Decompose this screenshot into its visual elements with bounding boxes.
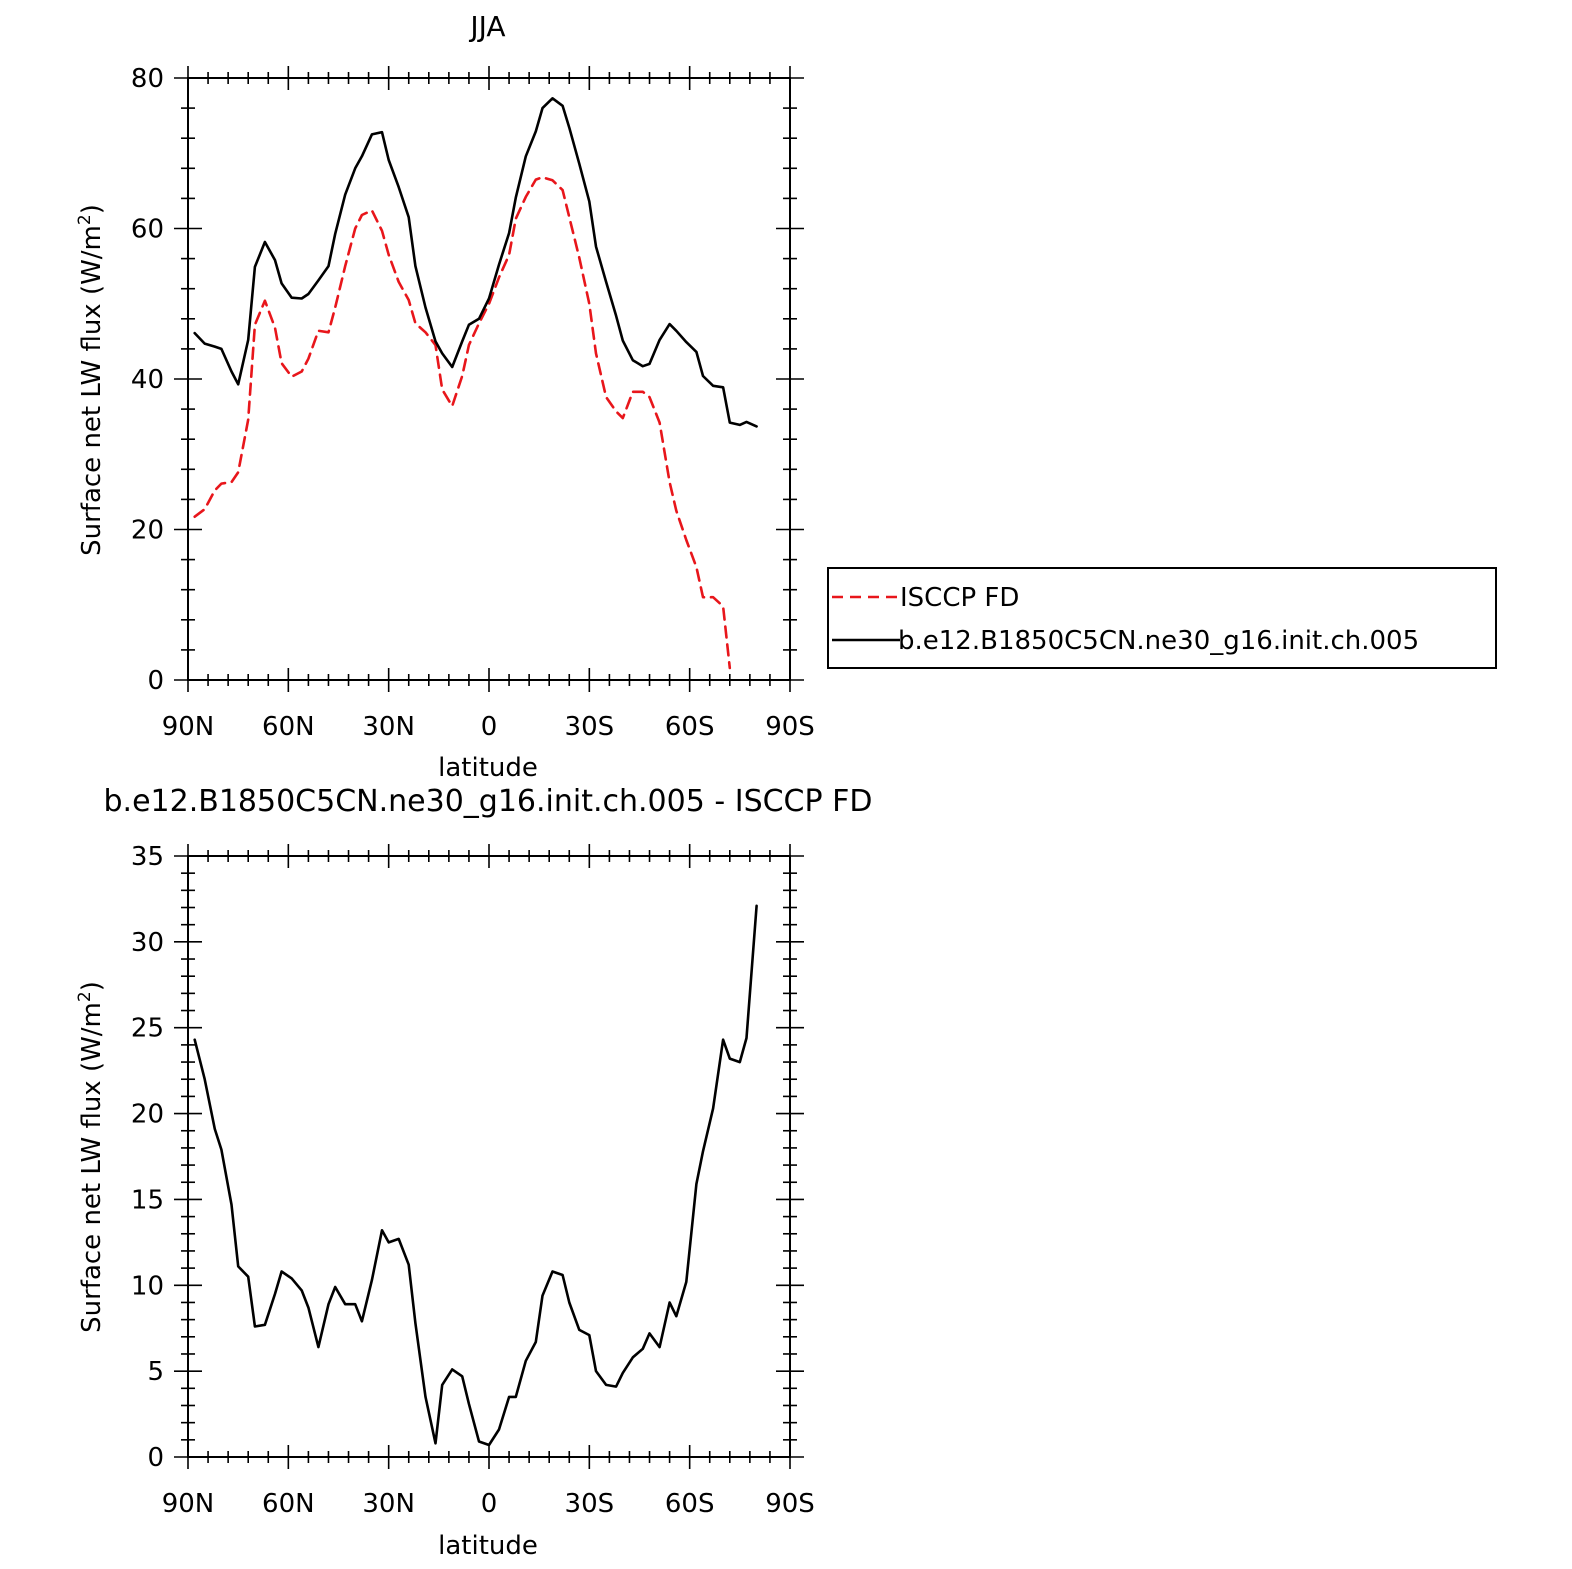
top-xtick-label-0: 90N — [162, 712, 215, 742]
top-ytick-label-0: 0 — [147, 666, 164, 696]
top-xtick-labels: 90N 60N 30N 0 30S 60S 90S — [162, 712, 815, 742]
bottom-xtick-label-1: 60N — [262, 1489, 315, 1519]
top-minor-ticks — [181, 72, 797, 686]
top-y-axis-label-tail: ) — [77, 204, 107, 214]
top-xtick-label-5: 60S — [665, 712, 715, 742]
top-ytick-label-2: 40 — [131, 365, 164, 395]
bottom-ytick-label-6: 30 — [131, 928, 164, 958]
top-y-axis-label-main: Surface net LW flux (W/m — [77, 225, 107, 556]
top-ytick-label-4: 80 — [131, 64, 164, 94]
top-series-group — [193, 97, 758, 670]
top-y-axis-label: Surface net LW flux (W/m2) — [75, 204, 107, 556]
legend: ISCCP FD b.e12.B1850C5CN.ne30_g16.init.c… — [827, 567, 1497, 669]
top-xtick-label-2: 30N — [362, 712, 415, 742]
top-ticks — [174, 66, 804, 692]
legend-label-model: b.e12.B1850C5CN.ne30_g16.init.ch.005 — [898, 626, 1419, 656]
top-ytick-label-3: 60 — [131, 215, 164, 245]
bottom-xtick-label-5: 60S — [665, 1489, 715, 1519]
bottom-ytick-label-4: 20 — [131, 1100, 164, 1130]
top-ytick-label-1: 20 — [131, 516, 164, 546]
bottom-y-axis-label-main: Surface net LW flux (W/m — [77, 1002, 107, 1333]
bottom-ytick-label-0: 0 — [147, 1443, 164, 1473]
bottom-ytick-label-1: 5 — [147, 1357, 164, 1387]
bottom-series-group — [193, 904, 758, 1447]
top-xtick-label-4: 30S — [565, 712, 615, 742]
bottom-y-axis-label-tail: ) — [77, 981, 107, 991]
bottom-xtick-label-2: 30N — [362, 1489, 415, 1519]
top-series-line-0 — [193, 176, 732, 670]
top-x-axis-label: latitude — [438, 753, 538, 783]
bottom-xtick-label-3: 0 — [481, 1489, 498, 1519]
top-plot-frame — [187, 77, 791, 681]
bottom-xtick-label-6: 90S — [765, 1489, 815, 1519]
bottom-xtick-label-4: 30S — [565, 1489, 615, 1519]
bottom-ytick-labels: 0 5 10 15 20 25 30 35 — [131, 842, 164, 1473]
top-ytick-labels: 0 20 40 60 80 — [131, 64, 164, 696]
bottom-plot-frame — [187, 855, 791, 1458]
legend-box — [827, 567, 1497, 669]
bottom-minor-ticks — [181, 850, 797, 1463]
top-series-line-1 — [193, 97, 758, 428]
top-xtick-label-1: 60N — [262, 712, 315, 742]
bottom-ytick-label-3: 15 — [131, 1185, 164, 1215]
bottom-panel-difference: b.e12.B1850C5CN.ne30_g16.init.ch.005 - I… — [75, 784, 872, 1561]
bottom-y-axis-label-superscript: 2 — [75, 991, 95, 1002]
bottom-xtick-label-0: 90N — [162, 1489, 215, 1519]
bottom-ticks — [174, 844, 804, 1469]
bottom-ytick-label-5: 25 — [131, 1014, 164, 1044]
top-xtick-label-6: 90S — [765, 712, 815, 742]
top-xtick-label-3: 0 — [481, 712, 498, 742]
bottom-y-axis-label: Surface net LW flux (W/m2) — [75, 981, 107, 1333]
legend-label-isccp-fd: ISCCP FD — [900, 583, 1019, 613]
bottom-ytick-label-7: 35 — [131, 842, 164, 872]
top-y-axis-label-superscript: 2 — [75, 214, 95, 225]
bottom-series-line-0 — [193, 904, 758, 1447]
bottom-xtick-labels: 90N 60N 30N 0 30S 60S 90S — [162, 1489, 815, 1519]
bottom-panel-title: b.e12.B1850C5CN.ne30_g16.init.ch.005 - I… — [104, 784, 873, 819]
top-panel-jja: JJA 0 20 40 60 80 90N 60N 30N 0 30S 60S 90S latitu… — [75, 10, 815, 783]
bottom-ytick-label-2: 10 — [131, 1271, 164, 1301]
top-panel-title: JJA — [468, 10, 505, 43]
bottom-x-axis-label: latitude — [438, 1531, 538, 1561]
